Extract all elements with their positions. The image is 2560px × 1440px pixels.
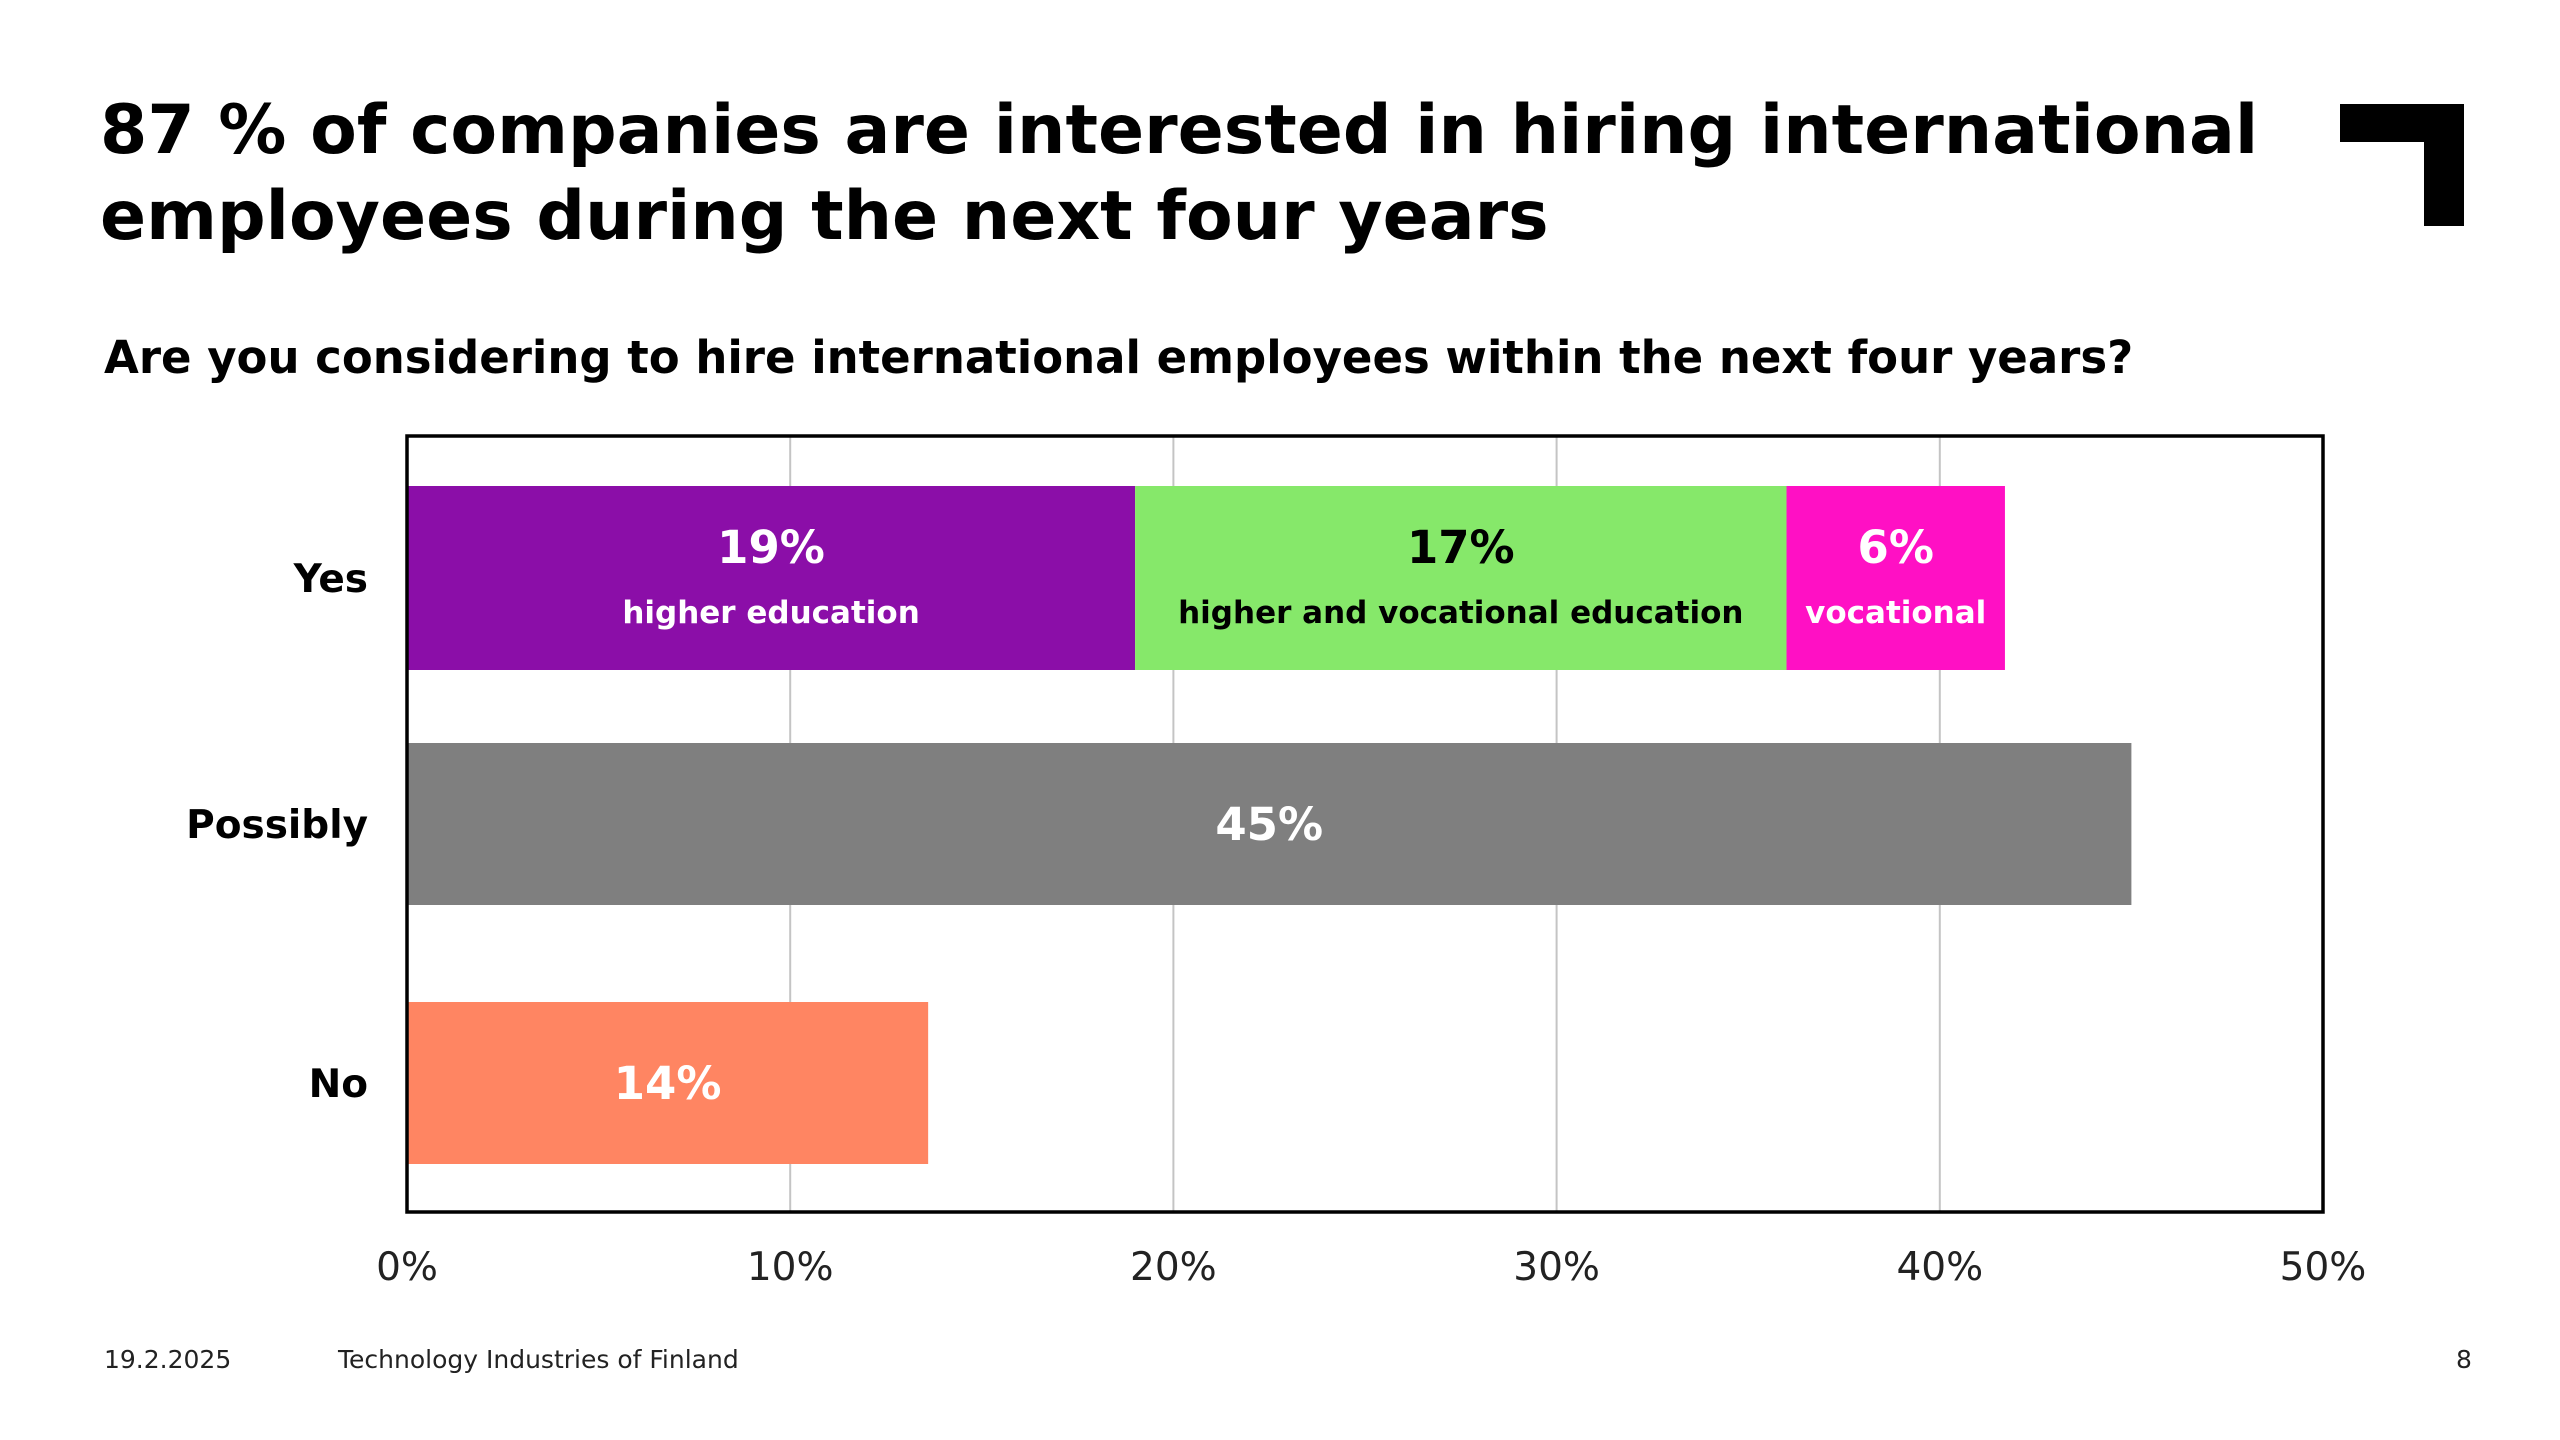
category-label-no: No xyxy=(309,1062,368,1107)
bar-chart: 19% higher education 17% higher and vocatio… xyxy=(186,434,2366,1290)
chart-question: Are you considering to hire internationa… xyxy=(104,331,2134,384)
footer-page-number: 8 xyxy=(2456,1345,2472,1374)
bar-value-label-possibly: 45% xyxy=(1215,798,1323,851)
corner-bracket-logo xyxy=(2340,104,2464,226)
x-tick-label-50: 50% xyxy=(2280,1245,2367,1290)
x-tick-label-0: 0% xyxy=(376,1245,438,1290)
bar-value-label-no: 14% xyxy=(614,1057,722,1110)
footer-date: 19.2.2025 xyxy=(104,1345,232,1374)
plot-frame xyxy=(405,434,2325,1214)
bar-no xyxy=(407,1002,929,1164)
bars xyxy=(407,486,2132,1164)
x-tick-labels: 0% 10% 20% 30% 40% 50% xyxy=(376,1245,2366,1290)
bar-yes-higher-education xyxy=(407,486,1136,670)
x-tick-label-20: 20% xyxy=(1130,1245,1217,1290)
bar-labels: 19% higher education 17% higher and vocatio… xyxy=(614,521,1987,1110)
category-label-possibly: Possibly xyxy=(186,803,368,848)
bar-series-label-higher-and-vocational-education: higher and vocational education xyxy=(1178,595,1743,631)
bar-value-label-higher-education: 19% xyxy=(717,521,825,574)
bar-yes-vocational xyxy=(1786,486,2005,670)
footer-organization: Technology Industries of Finland xyxy=(338,1345,739,1374)
bar-series-label-vocational: vocational xyxy=(1805,595,1986,631)
x-tick-label-30: 30% xyxy=(1513,1245,1600,1290)
bar-value-label-vocational: 6% xyxy=(1858,521,1934,574)
bar-series-label-higher-education: higher education xyxy=(622,595,919,631)
category-labels: Yes Possibly No xyxy=(186,557,368,1107)
category-label-yes: Yes xyxy=(293,557,368,602)
x-tick-label-10: 10% xyxy=(747,1245,834,1290)
bar-yes-higher-and-vocational-education xyxy=(1135,486,1787,670)
bar-possibly xyxy=(407,743,2132,905)
x-tick-label-40: 40% xyxy=(1896,1245,1983,1290)
bar-value-label-higher-and-vocational-education: 17% xyxy=(1407,521,1515,574)
page-title: 87 % of companies are interested in hiri… xyxy=(100,91,2259,256)
